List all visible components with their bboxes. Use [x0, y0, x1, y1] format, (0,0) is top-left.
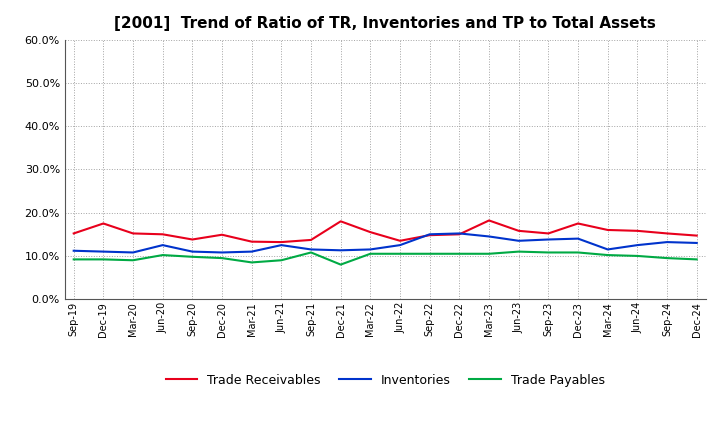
Trade Receivables: [514, 228, 523, 234]
Trade Payables: [99, 257, 108, 262]
Trade Payables: [662, 256, 671, 261]
Inventories: [574, 236, 582, 241]
Trade Payables: [217, 256, 226, 261]
Inventories: [188, 249, 197, 254]
Trade Payables: [366, 251, 374, 257]
Trade Payables: [158, 253, 167, 258]
Trade Payables: [633, 253, 642, 259]
Trade Receivables: [603, 227, 612, 233]
Line: Trade Payables: Trade Payables: [73, 252, 697, 264]
Trade Receivables: [693, 233, 701, 238]
Trade Payables: [396, 251, 405, 257]
Trade Receivables: [336, 219, 345, 224]
Inventories: [662, 239, 671, 245]
Inventories: [129, 250, 138, 255]
Trade Receivables: [99, 221, 108, 226]
Trade Receivables: [69, 231, 78, 236]
Inventories: [426, 231, 434, 237]
Inventories: [396, 242, 405, 248]
Trade Receivables: [188, 237, 197, 242]
Legend: Trade Receivables, Inventories, Trade Payables: Trade Receivables, Inventories, Trade Pa…: [161, 369, 610, 392]
Trade Receivables: [307, 237, 315, 242]
Trade Payables: [69, 257, 78, 262]
Trade Receivables: [217, 232, 226, 237]
Inventories: [514, 238, 523, 243]
Inventories: [455, 231, 464, 236]
Trade Receivables: [662, 231, 671, 236]
Inventories: [248, 249, 256, 254]
Trade Receivables: [455, 231, 464, 237]
Trade Payables: [455, 251, 464, 257]
Title: [2001]  Trend of Ratio of TR, Inventories and TP to Total Assets: [2001] Trend of Ratio of TR, Inventories…: [114, 16, 656, 32]
Trade Receivables: [574, 221, 582, 226]
Trade Payables: [693, 257, 701, 262]
Trade Receivables: [366, 230, 374, 235]
Inventories: [485, 234, 493, 239]
Inventories: [366, 247, 374, 252]
Trade Receivables: [248, 239, 256, 244]
Inventories: [693, 240, 701, 246]
Trade Payables: [514, 249, 523, 254]
Inventories: [633, 242, 642, 248]
Inventories: [603, 247, 612, 252]
Trade Receivables: [396, 238, 405, 243]
Inventories: [69, 248, 78, 253]
Trade Receivables: [277, 239, 286, 245]
Trade Payables: [544, 250, 553, 255]
Inventories: [336, 248, 345, 253]
Trade Receivables: [158, 231, 167, 237]
Trade Payables: [426, 251, 434, 257]
Trade Receivables: [129, 231, 138, 236]
Trade Payables: [188, 254, 197, 260]
Trade Payables: [485, 251, 493, 257]
Inventories: [277, 242, 286, 248]
Trade Receivables: [485, 218, 493, 223]
Inventories: [544, 237, 553, 242]
Trade Payables: [129, 258, 138, 263]
Line: Trade Receivables: Trade Receivables: [73, 220, 697, 242]
Inventories: [217, 250, 226, 255]
Trade Receivables: [426, 232, 434, 238]
Line: Inventories: Inventories: [73, 234, 697, 253]
Trade Payables: [248, 260, 256, 265]
Trade Receivables: [633, 228, 642, 234]
Inventories: [99, 249, 108, 254]
Trade Payables: [307, 250, 315, 255]
Inventories: [307, 247, 315, 252]
Trade Payables: [336, 262, 345, 267]
Inventories: [158, 242, 167, 248]
Trade Payables: [603, 253, 612, 258]
Trade Payables: [574, 250, 582, 255]
Trade Payables: [277, 258, 286, 263]
Trade Receivables: [544, 231, 553, 236]
